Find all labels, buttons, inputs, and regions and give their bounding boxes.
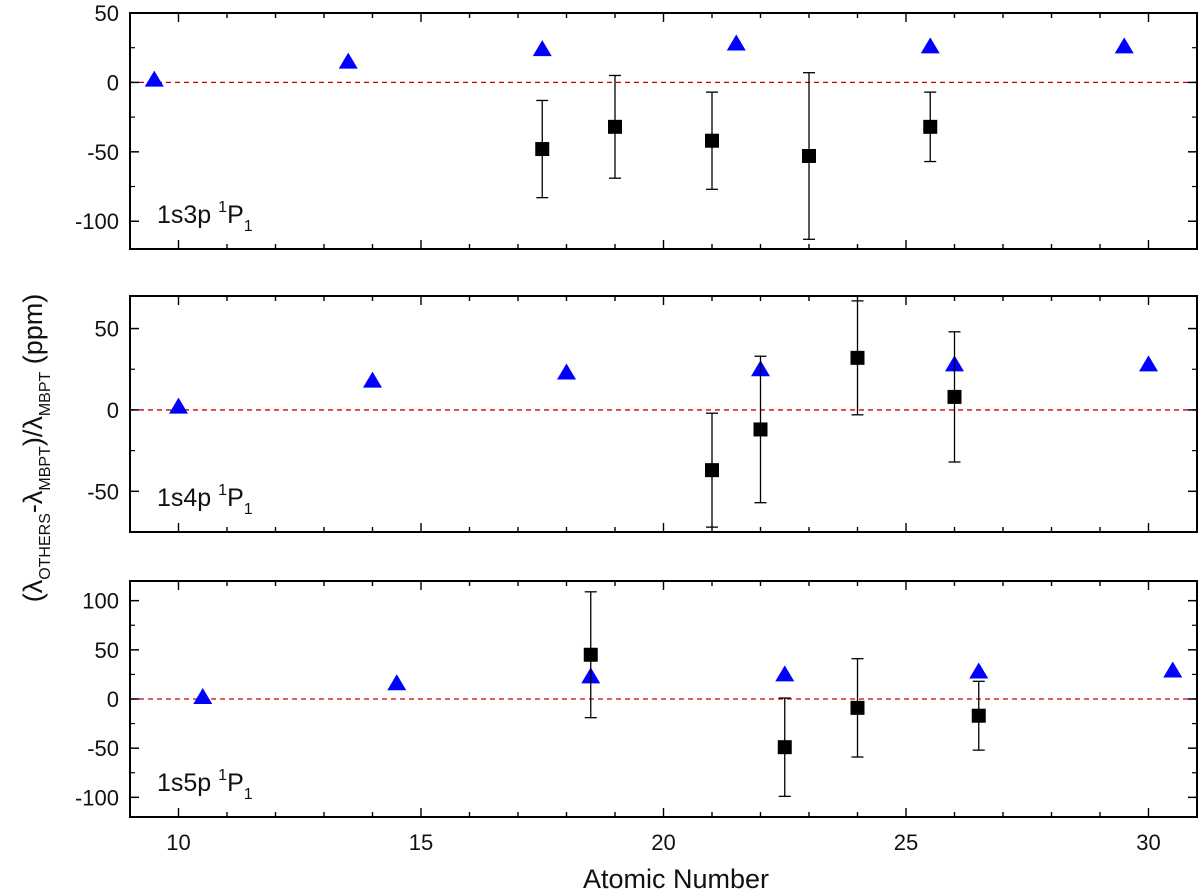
y-tick-label: 0 — [107, 398, 119, 423]
panel-1: 50 0 -50 -100 1s3p 1P1 — [75, 1, 1198, 250]
panel-label-term: P — [227, 484, 244, 512]
panel-label-term: P — [227, 769, 244, 797]
y-axis-title-sub-mbpt-1: MBPT — [37, 446, 54, 491]
y-tick-label: 100 — [82, 589, 119, 614]
panel-label-main: 1s3p — [157, 201, 218, 229]
square-point — [705, 133, 719, 148]
triangle-point — [193, 688, 213, 705]
y-tick-label: -50 — [87, 479, 119, 504]
y-tick-label: 0 — [107, 687, 119, 712]
y-tick-label: -50 — [87, 736, 119, 761]
triangle-point — [1139, 355, 1158, 372]
panel-label-superscript: 1 — [218, 767, 227, 784]
y-tick-label: -50 — [87, 140, 119, 165]
y-axis-title-open: ( — [18, 593, 48, 602]
x-tick-label: 25 — [894, 830, 918, 855]
y-tick-label: 0 — [107, 70, 119, 95]
triangle-point — [726, 34, 746, 51]
triangle-point — [532, 40, 552, 57]
square-point — [971, 708, 986, 723]
square-point — [777, 740, 792, 755]
triangle-point — [144, 70, 164, 87]
panel-label-main: 1s4p — [157, 484, 218, 512]
square-point — [923, 119, 938, 134]
square-point — [802, 148, 816, 163]
y-axis-title-sub-mbpt-2: MBPT — [37, 372, 54, 417]
square-point — [947, 389, 962, 404]
y-tick-label: -100 — [75, 209, 119, 234]
square-point — [705, 463, 719, 478]
panel-label: 1s3p 1P1 — [157, 199, 253, 235]
y-tick-label: -100 — [75, 785, 119, 810]
y-axis-title-lambda-3: λ — [18, 416, 48, 430]
triangle-point — [969, 662, 989, 679]
square-point — [850, 350, 865, 365]
y-axis-title-tail: (ppm) — [18, 294, 48, 372]
panel-2: 50 0 -50 1s4p 1P1 — [87, 295, 1198, 533]
y-tick-label: 50 — [95, 638, 119, 663]
panel-label-superscript: 1 — [218, 199, 227, 216]
y-tick-label: 50 — [95, 1, 119, 26]
square-point — [850, 700, 865, 715]
y-axis-title: (λOTHERS-λMBPT)/λMBPT (ppm) — [18, 294, 54, 603]
triangle-point — [338, 52, 358, 69]
triangle-point — [1114, 37, 1134, 54]
triangle-point — [363, 371, 382, 388]
panel-label-main: 1s5p — [157, 769, 218, 797]
triangle-point — [387, 674, 407, 691]
panel-frame — [129, 12, 1198, 250]
y-axis-title-close-div: )/ — [18, 429, 48, 446]
panel-label-subscript: 1 — [244, 786, 253, 803]
panel-frame — [129, 295, 1198, 533]
triangle-point — [557, 363, 576, 380]
y-axis-title-minus: - — [18, 504, 48, 513]
y-tick-label: 50 — [95, 317, 119, 342]
y-axis-title-lambda-1: λ — [18, 579, 48, 593]
panel-label-term: P — [227, 201, 244, 229]
y-axis-title-lambda-2: λ — [18, 490, 48, 504]
y-axis-title-sub-others: OTHERS — [37, 513, 54, 580]
panel-label: 1s4p 1P1 — [157, 482, 253, 518]
panel-label-superscript: 1 — [218, 482, 227, 499]
square-point — [608, 119, 622, 134]
panel-label-subscript: 1 — [244, 218, 253, 235]
x-tick-label: 10 — [166, 830, 190, 855]
square-point — [535, 142, 550, 157]
panel-label-subscript: 1 — [244, 501, 253, 518]
x-tick-label: 15 — [409, 830, 433, 855]
x-tick-label: 20 — [651, 830, 675, 855]
triangle-point — [1163, 661, 1183, 678]
x-axis-title: Atomic Number — [583, 864, 769, 894]
triangle-point — [920, 37, 940, 54]
x-tick-label: 30 — [1136, 830, 1160, 855]
panel-3: 100 50 0 -50 -100 1s5p 1P1 — [75, 580, 1198, 818]
square-point — [583, 647, 598, 662]
panel-label: 1s5p 1P1 — [157, 767, 253, 803]
square-point — [753, 422, 768, 437]
triangle-point — [775, 665, 795, 682]
triangle-point — [169, 397, 188, 414]
